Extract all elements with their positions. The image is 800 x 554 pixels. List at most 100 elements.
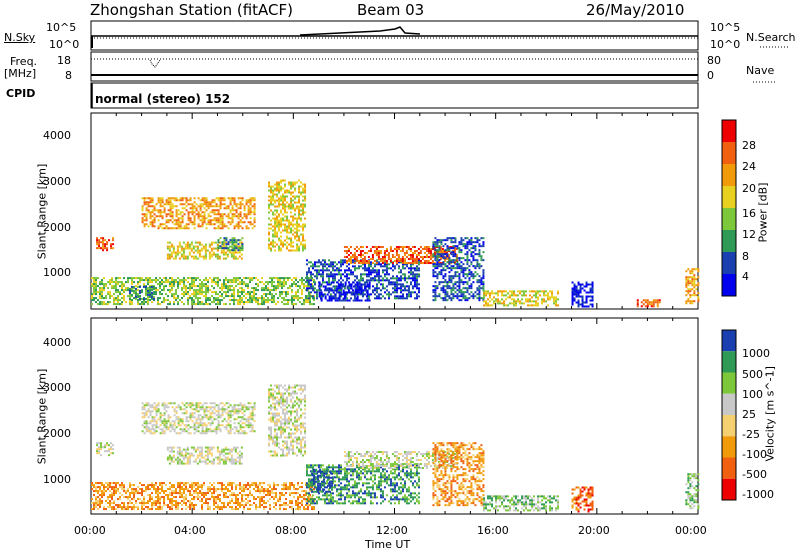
- velocity-cell: [207, 498, 209, 501]
- power-cell: [389, 281, 392, 284]
- power-cell: [302, 229, 305, 232]
- power-cell: [450, 275, 453, 278]
- power-cell: [105, 295, 107, 298]
- power-cell: [367, 275, 370, 278]
- power-cell: [693, 282, 696, 285]
- power-cell: [221, 247, 224, 250]
- power-cell: [302, 183, 305, 186]
- power-cell: [324, 295, 327, 298]
- power-cell: [317, 269, 320, 272]
- power-cell: [456, 271, 459, 274]
- power-cell: [268, 203, 271, 206]
- velocity-cell: [207, 504, 209, 507]
- power-cell: [323, 265, 326, 268]
- velocity-cell: [283, 484, 285, 487]
- power-cell: [181, 287, 183, 290]
- velocity-cell: [107, 486, 109, 489]
- velocity-cell: [275, 502, 277, 505]
- power-cell: [339, 281, 342, 284]
- velocity-cell: [123, 502, 125, 505]
- power-cell: [215, 297, 217, 300]
- power-cell: [277, 277, 279, 280]
- power-cell: [497, 294, 500, 297]
- power-cell: [201, 281, 203, 284]
- power-cell: [107, 291, 109, 294]
- power-cell: [478, 245, 481, 248]
- power-cell: [379, 258, 382, 261]
- power-cell: [201, 223, 204, 226]
- power-cell: [470, 271, 473, 274]
- velocity-cell: [189, 494, 191, 497]
- power-cell: [468, 297, 471, 300]
- power-cell: [478, 255, 481, 258]
- power-cell: [141, 279, 143, 282]
- power-cell: [155, 281, 157, 284]
- power-cell: [168, 255, 171, 258]
- power-cell: [295, 283, 297, 286]
- power-cell: [290, 205, 293, 208]
- velocity-cell: [273, 492, 275, 495]
- power-cell: [167, 289, 169, 292]
- power-cell: [276, 215, 279, 218]
- power-cell: [195, 277, 197, 280]
- power-cell: [187, 281, 189, 284]
- power-cell: [345, 279, 348, 282]
- power-cell: [585, 283, 588, 286]
- velocity-cell: [205, 492, 207, 495]
- power-cell: [283, 297, 285, 300]
- power-cell: [253, 287, 255, 290]
- power-cell: [375, 289, 378, 292]
- power-cell: [347, 285, 350, 288]
- power-cell: [317, 259, 320, 262]
- power-cell: [179, 281, 181, 284]
- power-cell: [271, 301, 273, 304]
- power-cell: [283, 285, 285, 288]
- power-cell: [365, 281, 368, 284]
- power-cell: [303, 283, 305, 286]
- velocity-cell: [269, 484, 271, 487]
- power-cell: [587, 295, 590, 298]
- power-cell: [353, 259, 356, 262]
- power-cell: [239, 205, 242, 208]
- power-cell: [183, 227, 186, 230]
- velocity-cell: [209, 490, 211, 493]
- velocity-cell: [91, 488, 93, 491]
- velocity-cell: [111, 498, 113, 501]
- power-cell: [454, 259, 457, 262]
- velocity-cell: [237, 500, 239, 503]
- power-cell: [101, 303, 103, 306]
- power-cell: [97, 285, 99, 288]
- power-cell: [292, 185, 295, 188]
- power-cell: [687, 284, 690, 287]
- power-cell: [295, 277, 297, 280]
- power-cell: [203, 213, 206, 216]
- power-cell: [436, 245, 439, 248]
- power-cell: [685, 270, 688, 273]
- power-cell: [194, 255, 197, 258]
- power-cell: [270, 243, 273, 246]
- power-cell: [211, 279, 213, 282]
- power-cell: [320, 299, 323, 302]
- power-cell: [476, 281, 479, 284]
- power-cell: [101, 293, 103, 296]
- power-cell: [349, 271, 352, 274]
- power-cell: [105, 303, 107, 306]
- power-cell: [318, 281, 321, 284]
- velocity-cell: [185, 504, 187, 507]
- power-cell: [342, 291, 345, 294]
- power-cell: [462, 273, 465, 276]
- power-cell: [327, 279, 330, 282]
- power-cell: [288, 191, 291, 194]
- power-cell: [411, 271, 414, 274]
- power-cell: [229, 281, 231, 284]
- velocity-cell: [291, 502, 293, 505]
- power-cell: [379, 246, 382, 249]
- power-cell: [215, 205, 218, 208]
- power-cell: [251, 227, 254, 230]
- power-cell: [499, 300, 502, 303]
- power-cell: [347, 269, 350, 272]
- power-cell: [302, 237, 305, 240]
- power-cell: [327, 269, 330, 272]
- power-cell: [444, 253, 447, 256]
- power-cell: [243, 221, 246, 224]
